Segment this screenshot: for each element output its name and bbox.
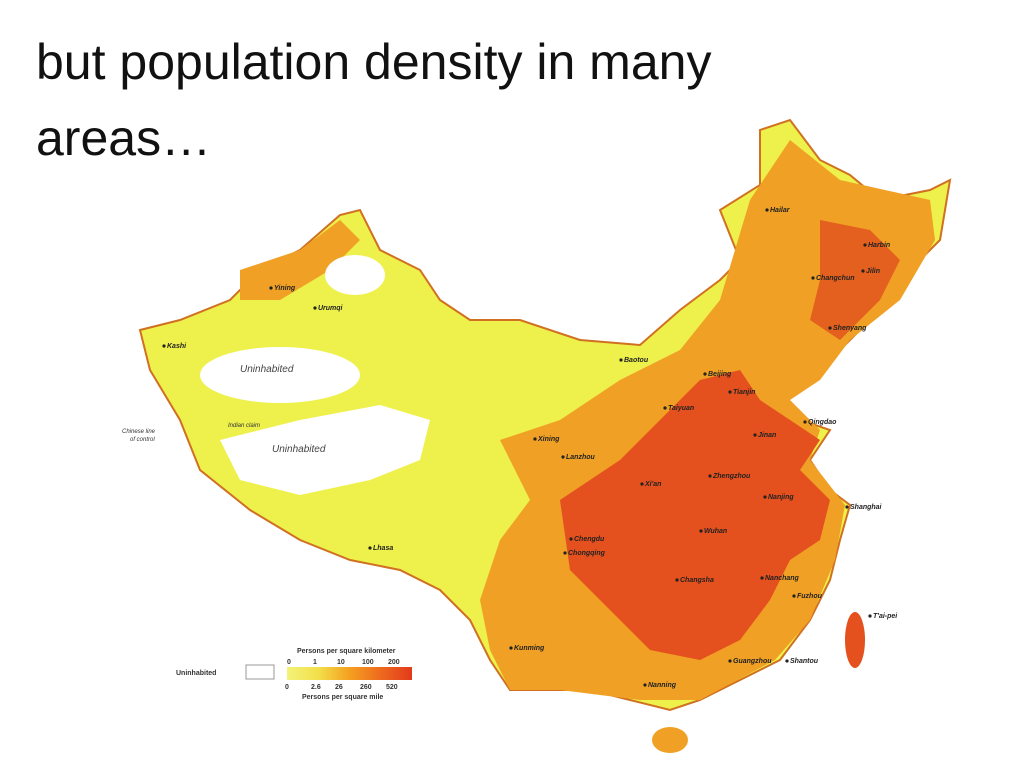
city-label: Nanning [648, 682, 677, 689]
city-dot [728, 390, 732, 394]
city-label: Nanjing [768, 494, 794, 501]
city-dot [828, 326, 832, 330]
city-label: Changsha [680, 577, 714, 584]
city-label: Xi'an [644, 481, 661, 488]
city-label: Hailar [770, 207, 791, 214]
city-dot [663, 406, 667, 410]
hainan [652, 727, 688, 753]
city-dot [785, 659, 789, 663]
city-dot [561, 455, 565, 459]
city-dot [760, 576, 764, 580]
city-label: Yining [274, 285, 296, 292]
city-label: Zhengzhou [712, 473, 751, 480]
slide-title: but population density in many areas… [36, 34, 712, 166]
city-dot [703, 372, 707, 376]
city-dot [640, 482, 644, 486]
city-label: Shantou [790, 658, 819, 665]
city-label: Kashi [167, 343, 187, 350]
border-note: of control [130, 437, 155, 443]
legend-uninhabited: Uninhabited [176, 670, 216, 677]
legend-tick: 260 [360, 684, 372, 691]
city-label: Beijing [708, 371, 732, 378]
city-dot [845, 505, 849, 509]
city-label: Shanghai [850, 504, 883, 511]
uninhabited-area [200, 347, 360, 403]
legend-uninhabited-box [245, 664, 275, 680]
city-label: Guangzhou [733, 658, 772, 665]
city-dot [269, 286, 273, 290]
city-dot [563, 551, 567, 555]
legend-tick: 100 [362, 659, 374, 666]
legend-color-bar [287, 667, 412, 680]
legend-tick: 2.6 [311, 684, 321, 691]
city-dot [313, 306, 317, 310]
city-label: Jinan [758, 432, 776, 439]
city-dot [861, 269, 865, 273]
city-dot [619, 358, 623, 362]
border-note: Indian claim [228, 423, 260, 429]
city-dot [509, 646, 513, 650]
city-label: Baotou [624, 357, 649, 364]
city-label: Qingdao [808, 419, 837, 426]
city-label: Xining [537, 436, 560, 443]
city-label: Fuzhou [797, 593, 823, 600]
city-label: Taiyuan [668, 405, 694, 412]
legend-tick: 0 [287, 659, 291, 666]
city-dot [811, 276, 815, 280]
legend-tick: 10 [337, 659, 345, 666]
city-label: Harbin [868, 242, 890, 249]
legend-title: Persons per square kilometer [297, 648, 396, 655]
legend-title: Persons per square mile [302, 694, 383, 701]
city-label: Nanchang [765, 575, 800, 582]
city-label: Urumqi [318, 305, 344, 312]
city-dot [763, 495, 767, 499]
city-label: T'ai-pei [873, 613, 898, 620]
city-label: Jilin [866, 268, 880, 275]
city-label: Shenyang [833, 325, 867, 332]
city-label: Chengdu [574, 536, 605, 543]
northeast-high-density [810, 220, 900, 340]
city-dot [868, 614, 872, 618]
city-dot [792, 594, 796, 598]
city-label: Wuhan [704, 528, 727, 535]
city-dot [643, 683, 647, 687]
city-dot [162, 344, 166, 348]
city-dot [803, 420, 807, 424]
legend-tick: 26 [335, 684, 343, 691]
city-dot [753, 433, 757, 437]
western-fringe [240, 220, 360, 300]
legend-tick: 1 [313, 659, 317, 666]
region-label: Uninhabited [272, 444, 326, 455]
city-label: Tianjin [733, 389, 755, 396]
city-dot [533, 437, 537, 441]
region-label: Uninhabited [240, 364, 294, 375]
legend-tick: 520 [386, 684, 398, 691]
city-dot [765, 208, 769, 212]
city-dot [569, 537, 573, 541]
city-label: Lanzhou [566, 454, 595, 461]
city-dot [675, 578, 679, 582]
city-dot [708, 474, 712, 478]
city-label: Changchun [816, 275, 855, 282]
taiwan [845, 612, 865, 668]
border-note: Chinese line [122, 429, 156, 435]
legend-tick: 0 [285, 684, 289, 691]
city-label: Kunming [514, 645, 545, 652]
legend-tick: 200 [388, 659, 400, 666]
city-label: Lhasa [373, 545, 393, 552]
uninhabited-area [325, 255, 385, 295]
city-dot [863, 243, 867, 247]
city-dot [368, 546, 372, 550]
city-dot [699, 529, 703, 533]
city-label: Chongqing [568, 550, 606, 557]
uninhabited-area [220, 405, 430, 495]
china-high-density [560, 370, 830, 660]
city-dot [728, 659, 732, 663]
